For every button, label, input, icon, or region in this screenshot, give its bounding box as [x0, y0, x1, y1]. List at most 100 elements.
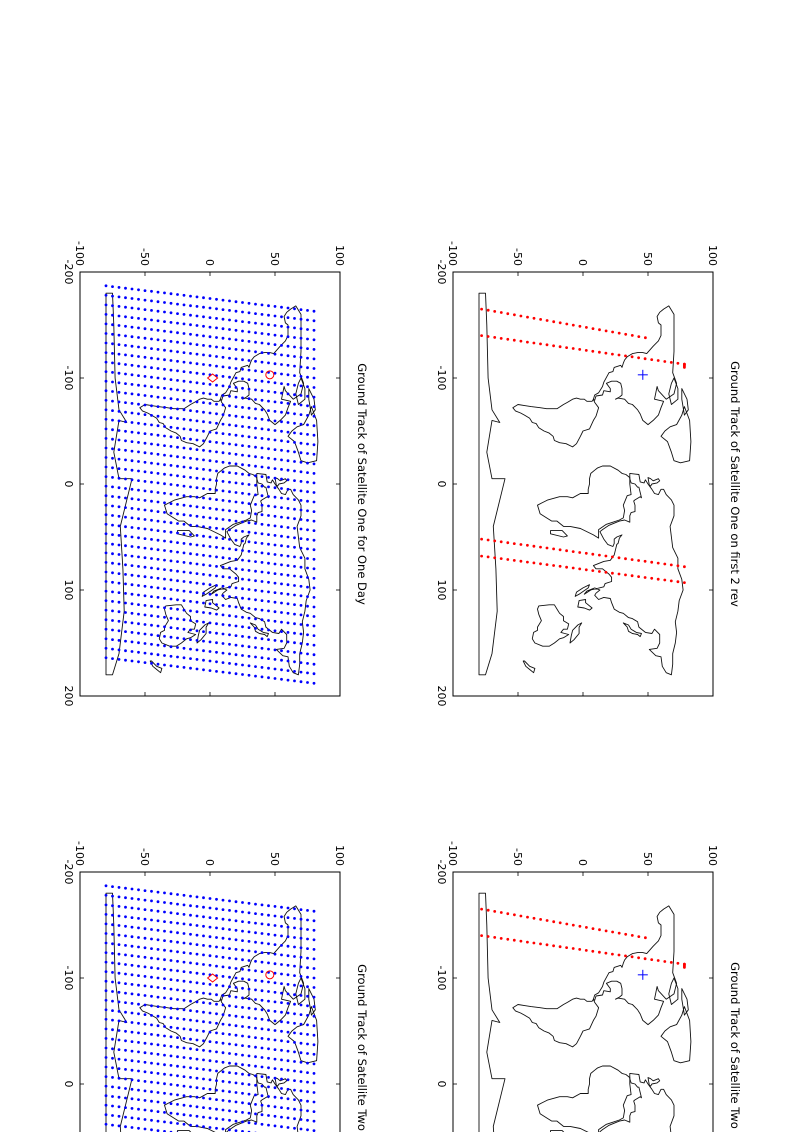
track-point: [286, 1087, 290, 1091]
track-point: [202, 1058, 205, 1062]
track-point: [293, 555, 296, 559]
track-point: [189, 600, 192, 603]
track-point: [202, 363, 205, 366]
track-point: [247, 340, 251, 343]
track-point: [195, 933, 199, 937]
track-point: [189, 456, 192, 460]
track-point: [273, 314, 277, 318]
track-point: [228, 509, 231, 513]
track-point: [312, 909, 316, 913]
track-point: [293, 460, 296, 463]
track-point: [104, 513, 108, 517]
track-point: [182, 1122, 186, 1126]
track-point: [532, 916, 536, 920]
track-point: [267, 990, 270, 993]
track-point: [241, 1025, 244, 1028]
track-point: [234, 424, 238, 428]
track-point: [124, 905, 127, 909]
track-point: [532, 544, 536, 548]
track-point: [176, 350, 179, 354]
track-point: [241, 920, 244, 924]
track-point: [228, 480, 231, 484]
track-point: [228, 538, 231, 541]
track-point: [247, 397, 251, 401]
track-point: [124, 934, 127, 938]
track-point: [247, 349, 251, 353]
track-point: [663, 360, 667, 363]
track-point: [241, 301, 244, 304]
track-point: [215, 1021, 218, 1025]
track-point: [202, 487, 205, 490]
track-point: [124, 953, 127, 957]
track-point: [143, 1060, 147, 1064]
track-point: [143, 413, 147, 417]
track-point: [189, 523, 192, 527]
track-point: [215, 964, 218, 968]
track-point: [280, 1096, 283, 1100]
track-point: [169, 368, 173, 372]
track-point: [104, 465, 108, 469]
track-point: [143, 298, 147, 302]
x-tick-label: -100: [62, 966, 75, 991]
track-point: [150, 909, 153, 912]
track-point: [156, 300, 160, 304]
track-point: [104, 475, 108, 479]
track-point: [280, 1106, 283, 1109]
target-diamond-marker: [206, 973, 219, 983]
track-point: [163, 463, 166, 467]
track-point: [280, 401, 283, 405]
x-tick-label: -100: [435, 366, 448, 391]
track-point: [682, 966, 686, 969]
track-point: [163, 301, 166, 304]
track-point: [215, 670, 218, 673]
track-point: [169, 378, 173, 382]
track-point: [163, 1120, 166, 1124]
track-point: [260, 456, 264, 459]
track-point: [273, 962, 277, 966]
track-point: [143, 1080, 147, 1083]
track-point: [169, 949, 173, 953]
track-point: [189, 323, 192, 327]
track-point: [247, 949, 251, 953]
track-point: [117, 600, 121, 604]
y-tick-label: 100: [333, 245, 346, 266]
track-point: [241, 367, 244, 371]
track-point: [150, 1052, 153, 1055]
track-point: [195, 581, 199, 585]
track-point: [215, 326, 218, 330]
track-point: [117, 457, 121, 461]
track-point: [312, 995, 316, 999]
track-point: [280, 544, 283, 548]
track-point: [312, 376, 316, 380]
track-point: [124, 886, 127, 890]
track-point: [241, 310, 244, 314]
track-point: [306, 956, 309, 960]
track-point: [195, 562, 199, 566]
track-point: [506, 337, 510, 341]
track-point: [234, 491, 238, 494]
track-point: [182, 646, 186, 650]
track-point: [260, 903, 264, 907]
track-point: [267, 380, 270, 384]
track-point: [156, 1014, 160, 1018]
track-point: [215, 603, 218, 606]
track-point: [130, 316, 134, 320]
track-point: [260, 437, 264, 440]
track-point: [130, 526, 134, 529]
track-point: [137, 888, 140, 892]
track-point: [111, 913, 114, 917]
track-point: [228, 1033, 231, 1036]
track-point: [610, 571, 614, 575]
track-point: [156, 328, 160, 332]
track-point: [111, 1066, 114, 1070]
track-point: [208, 983, 212, 986]
track-point: [150, 1033, 153, 1036]
track-point: [182, 1094, 186, 1098]
track-point: [117, 400, 121, 404]
track-point: [208, 963, 212, 967]
track-point: [267, 590, 270, 594]
track-point: [312, 1033, 316, 1037]
track-point: [286, 1002, 290, 1005]
track-point: [234, 1052, 238, 1056]
